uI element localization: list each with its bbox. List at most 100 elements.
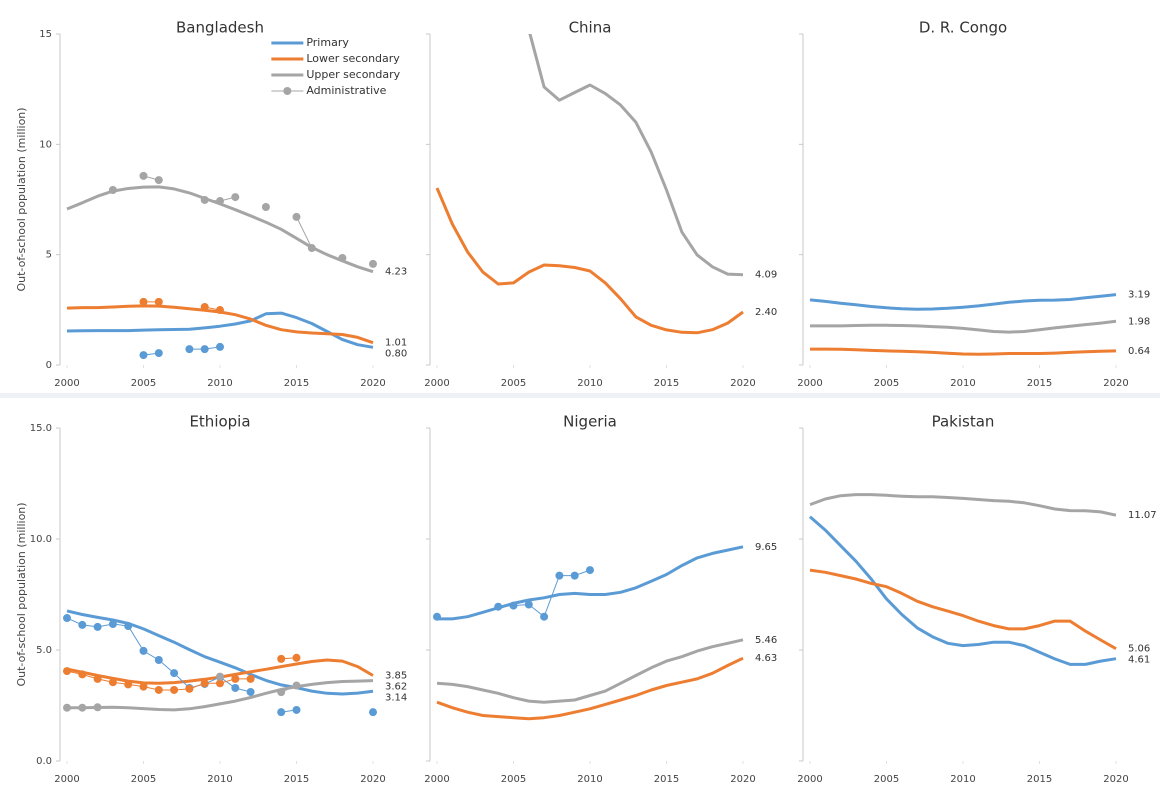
admin-point — [246, 674, 255, 683]
series-line — [528, 34, 744, 277]
admin-point — [78, 620, 87, 629]
admin-point — [200, 345, 209, 354]
panel-title: D. R. Congo — [919, 19, 1007, 37]
end-label: 2.40 — [755, 307, 777, 318]
series-line — [436, 656, 744, 721]
admin-point — [154, 655, 163, 664]
y-tick-label: 5 — [46, 250, 52, 261]
panel-title: China — [569, 19, 612, 37]
admin-point — [139, 646, 148, 655]
x-tick-label: 2020 — [1103, 774, 1128, 785]
plot-area — [66, 171, 377, 360]
admin-point — [200, 679, 209, 688]
y-axis-label: Out-of-school population (million) — [15, 107, 28, 291]
admin-point — [124, 622, 133, 631]
panel-title: Pakistan — [932, 413, 995, 431]
legend-label: Primary — [306, 36, 349, 49]
x-tick-label: 2010 — [950, 774, 975, 785]
admin-point — [170, 685, 179, 694]
x-tick-label: 2005 — [874, 774, 899, 785]
admin-point — [216, 679, 224, 688]
admin-point — [216, 197, 224, 206]
admin-point — [139, 682, 148, 691]
admin-point — [246, 687, 255, 696]
admin-point — [139, 351, 148, 360]
admin-point — [154, 176, 163, 185]
legend-label: Administrative — [306, 84, 386, 97]
admin-point — [307, 244, 316, 253]
end-label: 4.61 — [1128, 655, 1150, 666]
admin-point — [170, 669, 179, 678]
end-label: 0.64 — [1128, 346, 1150, 357]
x-tick-label: 2005 — [874, 378, 899, 389]
panel-title: Ethiopia — [189, 413, 250, 431]
x-tick-label: 2020 — [360, 774, 385, 785]
admin-point — [369, 259, 377, 268]
x-tick-label: 2015 — [654, 378, 679, 389]
admin-point — [338, 253, 347, 262]
legend-label: Lower secondary — [306, 52, 400, 65]
admin-point — [216, 672, 224, 681]
admin-point — [108, 678, 117, 687]
admin-point — [292, 653, 301, 662]
admin-point — [292, 681, 301, 690]
series-line — [435, 187, 744, 335]
admin-point — [200, 195, 209, 204]
admin-point — [277, 654, 286, 663]
end-label: 3.14 — [385, 693, 407, 704]
admin-point — [78, 703, 87, 712]
x-tick-label: 2015 — [654, 774, 679, 785]
x-tick-label: 2000 — [54, 378, 79, 389]
series-line — [436, 638, 744, 704]
end-label: 11.07 — [1128, 510, 1157, 521]
admin-point — [277, 688, 286, 697]
admin-point — [555, 571, 564, 580]
x-tick-label: 2015 — [284, 774, 309, 785]
admin-point — [63, 614, 71, 623]
admin-point — [494, 602, 503, 611]
x-tick-label: 2000 — [797, 774, 822, 785]
admin-point — [63, 703, 71, 712]
admin-point — [231, 193, 240, 202]
row-background — [0, 0, 1160, 393]
admin-point — [93, 703, 102, 712]
admin-point — [292, 212, 301, 221]
series-line — [810, 347, 1117, 356]
admin-point — [200, 302, 209, 311]
x-tick-label: 2000 — [54, 774, 79, 785]
x-tick-label: 2005 — [501, 378, 526, 389]
admin-point — [292, 705, 301, 714]
x-tick-label: 2010 — [207, 774, 232, 785]
admin-point — [93, 674, 102, 683]
plot-area — [435, 34, 744, 335]
y-tick-label: 5.0 — [36, 645, 52, 656]
x-tick-label: 2020 — [730, 774, 755, 785]
series-line — [810, 319, 1117, 334]
admin-point — [540, 612, 549, 621]
admin-point — [433, 612, 441, 621]
admin-point — [231, 674, 240, 683]
end-label: 1.01 — [385, 338, 407, 349]
admin-point — [154, 297, 163, 306]
x-tick-label: 2000 — [424, 774, 449, 785]
y-tick-label: 15.0 — [30, 423, 52, 434]
x-tick-label: 2000 — [424, 378, 449, 389]
plot-area — [63, 609, 377, 717]
x-tick-label: 2000 — [797, 378, 822, 389]
admin-point — [154, 349, 163, 358]
admin-point — [216, 306, 224, 315]
end-label: 5.46 — [755, 635, 777, 646]
end-label: 5.06 — [1128, 644, 1150, 655]
plot-area — [809, 293, 1117, 356]
x-tick-label: 2005 — [131, 378, 156, 389]
y-tick-label: 10 — [39, 139, 52, 150]
end-label: 3.85 — [385, 671, 407, 682]
y-tick-label: 0 — [46, 360, 52, 371]
end-label: 3.19 — [1128, 290, 1150, 301]
admin-point — [509, 601, 518, 610]
admin-point — [139, 171, 148, 180]
end-label: 9.65 — [755, 542, 777, 553]
x-tick-label: 2015 — [284, 378, 309, 389]
end-label: 4.09 — [755, 270, 777, 281]
